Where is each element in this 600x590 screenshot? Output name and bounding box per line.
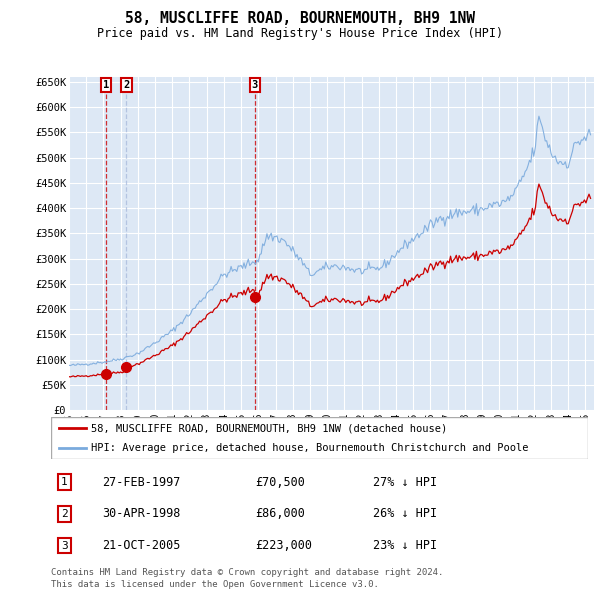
Text: 2: 2: [61, 509, 68, 519]
Text: 26% ↓ HPI: 26% ↓ HPI: [373, 507, 437, 520]
Text: This data is licensed under the Open Government Licence v3.0.: This data is licensed under the Open Gov…: [51, 579, 379, 589]
Text: £86,000: £86,000: [255, 507, 305, 520]
Text: 1: 1: [103, 80, 109, 90]
Text: 30-APR-1998: 30-APR-1998: [102, 507, 181, 520]
Text: 27-FEB-1997: 27-FEB-1997: [102, 476, 181, 489]
Text: 58, MUSCLIFFE ROAD, BOURNEMOUTH, BH9 1NW: 58, MUSCLIFFE ROAD, BOURNEMOUTH, BH9 1NW: [125, 11, 475, 25]
Text: £223,000: £223,000: [255, 539, 312, 552]
Text: 23% ↓ HPI: 23% ↓ HPI: [373, 539, 437, 552]
Text: £70,500: £70,500: [255, 476, 305, 489]
Text: 27% ↓ HPI: 27% ↓ HPI: [373, 476, 437, 489]
Text: 3: 3: [252, 80, 258, 90]
Text: 21-OCT-2005: 21-OCT-2005: [102, 539, 181, 552]
Text: 2: 2: [123, 80, 130, 90]
Text: 1: 1: [61, 477, 68, 487]
Text: HPI: Average price, detached house, Bournemouth Christchurch and Poole: HPI: Average price, detached house, Bour…: [91, 444, 529, 453]
Text: 58, MUSCLIFFE ROAD, BOURNEMOUTH, BH9 1NW (detached house): 58, MUSCLIFFE ROAD, BOURNEMOUTH, BH9 1NW…: [91, 423, 448, 433]
Text: 3: 3: [61, 540, 68, 550]
Text: Contains HM Land Registry data © Crown copyright and database right 2024.: Contains HM Land Registry data © Crown c…: [51, 568, 443, 577]
Text: Price paid vs. HM Land Registry's House Price Index (HPI): Price paid vs. HM Land Registry's House …: [97, 27, 503, 40]
